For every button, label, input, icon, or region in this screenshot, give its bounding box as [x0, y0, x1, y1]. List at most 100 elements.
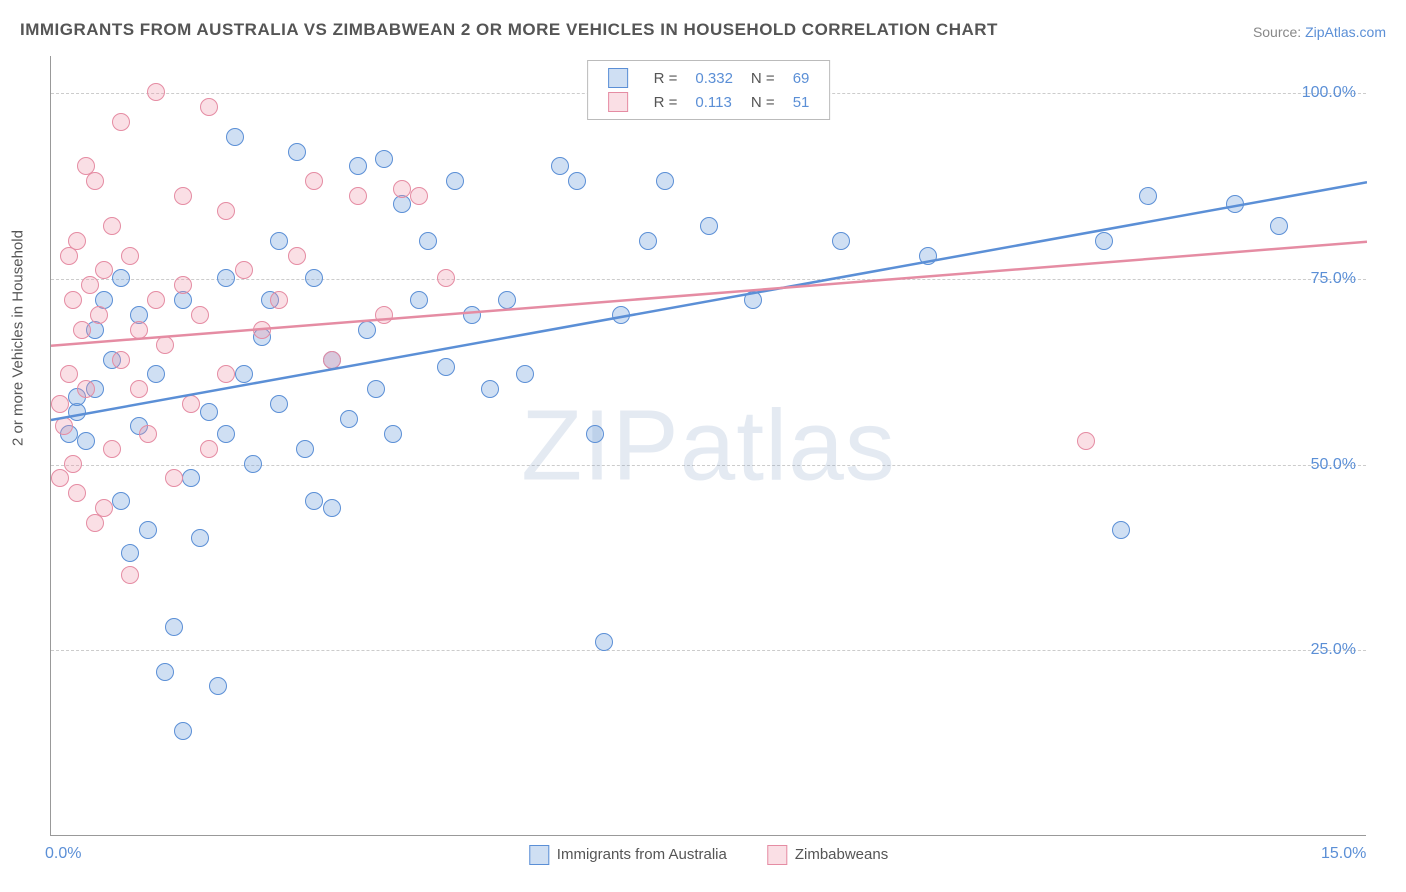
data-point	[305, 492, 323, 510]
source-attribution: Source: ZipAtlas.com	[1253, 24, 1386, 40]
data-point	[419, 232, 437, 250]
data-point	[112, 351, 130, 369]
data-point	[612, 306, 630, 324]
data-point	[481, 380, 499, 398]
legend-n-label: N =	[743, 67, 783, 89]
legend-n-value: 69	[785, 67, 818, 89]
data-point	[77, 380, 95, 398]
data-point	[656, 172, 674, 190]
data-point	[130, 380, 148, 398]
data-point	[103, 217, 121, 235]
data-point	[200, 403, 218, 421]
data-point	[226, 128, 244, 146]
data-point	[253, 321, 271, 339]
data-point	[410, 291, 428, 309]
data-point	[358, 321, 376, 339]
x-tick-label: 15.0%	[1321, 845, 1366, 863]
data-point	[121, 544, 139, 562]
data-point	[147, 365, 165, 383]
data-point	[595, 633, 613, 651]
data-point	[516, 365, 534, 383]
chart-title: IMMIGRANTS FROM AUSTRALIA VS ZIMBABWEAN …	[20, 20, 998, 40]
correlation-legend: R =0.332N =69R =0.113N =51	[587, 60, 831, 120]
data-point	[410, 187, 428, 205]
data-point	[270, 291, 288, 309]
trend-line	[51, 56, 1367, 836]
data-point	[551, 157, 569, 175]
data-point	[174, 187, 192, 205]
data-point	[77, 432, 95, 450]
trend-line	[51, 56, 1367, 836]
scatter-chart: ZIPatlas R =0.332N =69R =0.113N =51 Immi…	[50, 56, 1366, 836]
y-axis-label: 2 or more Vehicles in Household	[10, 230, 27, 446]
data-point	[191, 529, 209, 547]
data-point	[1077, 432, 1095, 450]
data-point	[323, 351, 341, 369]
data-point	[1112, 521, 1130, 539]
data-point	[288, 247, 306, 265]
data-point	[51, 469, 69, 487]
data-point	[147, 291, 165, 309]
data-point	[209, 677, 227, 695]
data-point	[349, 187, 367, 205]
legend-swatch	[529, 845, 549, 865]
data-point	[121, 566, 139, 584]
data-point	[95, 261, 113, 279]
legend-swatch	[608, 92, 628, 112]
data-point	[86, 172, 104, 190]
data-point	[200, 440, 218, 458]
data-point	[437, 269, 455, 287]
data-point	[112, 113, 130, 131]
data-point	[700, 217, 718, 235]
y-tick-label: 100.0%	[1302, 84, 1356, 102]
data-point	[191, 306, 209, 324]
source-link[interactable]: ZipAtlas.com	[1305, 24, 1386, 40]
data-point	[174, 276, 192, 294]
legend-n-label: N =	[743, 91, 783, 113]
data-point	[90, 306, 108, 324]
data-point	[81, 276, 99, 294]
y-tick-label: 50.0%	[1311, 456, 1356, 474]
data-point	[64, 455, 82, 473]
y-tick-label: 25.0%	[1311, 641, 1356, 659]
legend-swatch	[767, 845, 787, 865]
data-point	[64, 291, 82, 309]
data-point	[73, 321, 91, 339]
data-point	[639, 232, 657, 250]
data-point	[156, 336, 174, 354]
data-point	[270, 232, 288, 250]
data-point	[1226, 195, 1244, 213]
data-point	[121, 247, 139, 265]
data-point	[832, 232, 850, 250]
legend-series-name: Immigrants from Australia	[557, 846, 727, 863]
data-point	[68, 484, 86, 502]
data-point	[51, 395, 69, 413]
data-point	[60, 365, 78, 383]
legend-r-value: 0.113	[687, 91, 741, 113]
data-point	[174, 722, 192, 740]
data-point	[68, 232, 86, 250]
legend-swatch	[608, 68, 628, 88]
data-point	[586, 425, 604, 443]
watermark: ZIPatlas	[521, 388, 896, 503]
legend-series-name: Zimbabweans	[795, 846, 888, 863]
data-point	[323, 499, 341, 517]
data-point	[182, 469, 200, 487]
data-point	[375, 306, 393, 324]
legend-r-label: R =	[646, 67, 686, 89]
data-point	[165, 618, 183, 636]
data-point	[744, 291, 762, 309]
data-point	[244, 455, 262, 473]
data-point	[235, 365, 253, 383]
legend-r-value: 0.332	[687, 67, 741, 89]
data-point	[139, 521, 157, 539]
data-point	[375, 150, 393, 168]
data-point	[288, 143, 306, 161]
data-point	[568, 172, 586, 190]
data-point	[1095, 232, 1113, 250]
data-point	[384, 425, 402, 443]
x-tick-label: 0.0%	[45, 845, 81, 863]
data-point	[270, 395, 288, 413]
data-point	[235, 261, 253, 279]
legend-r-label: R =	[646, 91, 686, 113]
